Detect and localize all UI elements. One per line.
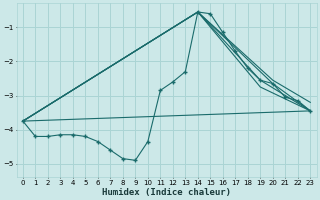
X-axis label: Humidex (Indice chaleur): Humidex (Indice chaleur) [102, 188, 231, 197]
